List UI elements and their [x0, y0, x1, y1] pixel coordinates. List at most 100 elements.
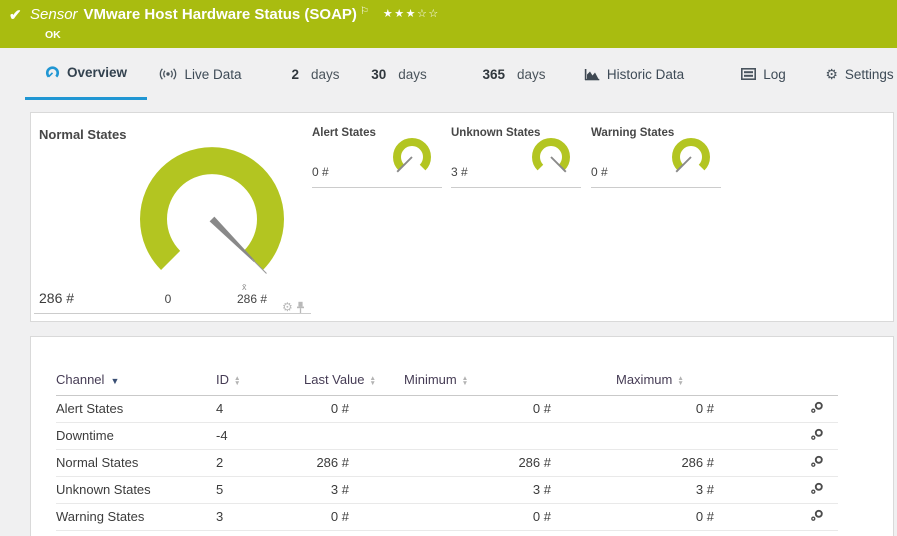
gauge-settings-icon[interactable]: ⚙	[282, 300, 293, 314]
channel-last-value	[304, 422, 404, 450]
channel-name[interactable]: Normal States	[56, 449, 216, 477]
table-row[interactable]: Warning States 3 0 # 0 # 0 #	[56, 503, 838, 531]
tab-label: Overview	[66, 65, 128, 80]
table-header-row: Channel ▼ ID ▲ ▼ Last Value ▲ ▼ Minimum ▲ ▼ Max…	[56, 365, 838, 396]
mini-gauge-value: 3 #	[451, 165, 468, 179]
channel-minimum: 286 #	[404, 449, 616, 477]
channel-minimum: 0 #	[404, 503, 616, 531]
divider	[34, 313, 311, 314]
channel-settings-icon[interactable]	[810, 428, 824, 444]
flag-icon[interactable]: ⚐	[359, 6, 369, 17]
channel-settings-icon[interactable]	[810, 482, 824, 498]
sort-icon: ▲ ▼	[461, 374, 469, 387]
channel-name[interactable]: Warning States	[56, 503, 216, 531]
gauge-needle	[209, 216, 255, 262]
gauge-icon	[45, 66, 60, 78]
column-header-maximum[interactable]: Maximum ▲ ▼	[616, 365, 778, 396]
tab-number: 30	[371, 66, 387, 82]
log-icon	[741, 68, 757, 80]
primary-gauge-value: 286 #	[39, 290, 75, 306]
mini-gauge-value: 0 #	[591, 165, 608, 179]
channel-maximum: 286 #	[616, 449, 778, 477]
tab-label: Live Data	[184, 66, 242, 82]
channel-last-value: 0 #	[304, 395, 404, 423]
mini-gauge-alert-states: Alert States 0 #	[312, 123, 444, 195]
channel-maximum: 3 #	[616, 476, 778, 504]
mini-gauge-value: 0 #	[312, 165, 329, 179]
tab-bar: Overview Live Data 2 days 30 days 365 days	[0, 48, 897, 100]
channel-maximum	[616, 422, 778, 450]
priority-stars[interactable]: ★★★☆☆	[382, 8, 440, 20]
mini-gauge-dial	[532, 138, 570, 173]
sort-desc-icon: ▼	[110, 376, 120, 387]
tab-2-days[interactable]: 2 days	[278, 48, 353, 100]
status-badge: OK	[45, 29, 61, 41]
tab-overview[interactable]: Overview	[25, 48, 147, 100]
column-header-minimum[interactable]: Minimum ▲ ▼	[404, 365, 616, 396]
primary-gauge-label: Normal States	[39, 127, 127, 142]
tab-historic-data[interactable]: Historic Data	[565, 48, 703, 100]
channel-name[interactable]: Alert States	[56, 395, 216, 423]
tab-number: 365	[482, 66, 505, 82]
sort-icon: ▲ ▼	[369, 374, 376, 387]
tab-label: Log	[763, 66, 786, 82]
channel-id: 2	[216, 449, 304, 477]
column-header-channel[interactable]: Channel ▼	[56, 365, 216, 396]
column-header-id[interactable]: ID ▲ ▼	[216, 365, 304, 396]
page-title: VMware Host Hardware Status (SOAP)	[83, 6, 357, 23]
tab-unit: days	[517, 66, 546, 82]
tab-number: 2	[291, 66, 299, 82]
channel-id: -4	[216, 422, 304, 450]
mini-gauge-unknown-states: Unknown States 3 #	[451, 123, 583, 195]
tab-live-data[interactable]: Live Data	[148, 48, 253, 100]
channel-maximum: 0 #	[616, 395, 778, 423]
tab-log[interactable]: Log	[726, 48, 801, 100]
channels-panel: Channel ▼ ID ▲ ▼ Last Value ▲ ▼ Minimum ▲ ▼ Max…	[30, 336, 894, 536]
channel-maximum: 0 #	[616, 503, 778, 531]
channels-table: Channel ▼ ID ▲ ▼ Last Value ▲ ▼ Minimum ▲ ▼ Max…	[56, 365, 838, 531]
table-row[interactable]: Normal States 2 286 # 286 # 286 #	[56, 449, 838, 477]
tab-label: Settings	[844, 66, 894, 82]
table-row[interactable]: Downtime -4	[56, 422, 838, 450]
tab-unit: days	[310, 66, 340, 82]
tab-365-days[interactable]: 365 days	[468, 48, 560, 100]
channel-settings-icon[interactable]	[810, 509, 824, 525]
channel-settings-icon[interactable]	[810, 401, 824, 417]
pin-icon[interactable]	[296, 301, 305, 314]
tab-label: Historic Data	[606, 66, 685, 82]
channel-id: 5	[216, 476, 304, 504]
channel-last-value: 286 #	[304, 449, 404, 477]
channel-settings-icon[interactable]	[810, 455, 824, 471]
divider	[312, 187, 442, 188]
tab-30-days[interactable]: 30 days	[358, 48, 440, 100]
table-row[interactable]: Alert States 4 0 # 0 # 0 #	[56, 395, 838, 423]
gauges-panel: Normal States x̄ 0 286 # 286 # ⚙ Alert S…	[30, 112, 894, 322]
divider	[591, 187, 721, 188]
channel-name[interactable]: Downtime	[56, 422, 216, 450]
mini-gauge-label: Unknown States	[451, 127, 541, 139]
column-header-last-value[interactable]: Last Value ▲ ▼	[304, 365, 404, 396]
channel-minimum: 0 #	[404, 395, 616, 423]
mini-gauge-dial	[672, 138, 710, 173]
sort-icon: ▲ ▼	[234, 374, 241, 387]
average-marker: x̄	[242, 282, 247, 292]
mini-gauge-label: Alert States	[312, 127, 376, 139]
divider	[451, 187, 581, 188]
historic-icon	[584, 68, 600, 80]
live-icon	[160, 68, 177, 80]
sensor-title-line: Sensor VMware Host Hardware Status (SOAP)…	[30, 6, 440, 23]
channel-minimum: 3 #	[404, 476, 616, 504]
sort-icon: ▲ ▼	[677, 374, 684, 387]
mini-gauge-label: Warning States	[591, 127, 675, 139]
channel-last-value: 0 #	[304, 503, 404, 531]
mini-gauge-dial	[393, 138, 431, 173]
column-header-actions	[778, 365, 838, 396]
gauge-scale-min: 0	[164, 292, 172, 306]
channel-name[interactable]: Unknown States	[56, 476, 216, 504]
channel-minimum	[404, 422, 616, 450]
mini-gauge-warning-states: Warning States 0 #	[591, 123, 723, 195]
table-row[interactable]: Unknown States 5 3 # 3 # 3 #	[56, 476, 838, 504]
gauge-toolbar: ⚙	[282, 300, 305, 314]
tab-settings[interactable]: ⚙ Settings	[822, 48, 897, 100]
